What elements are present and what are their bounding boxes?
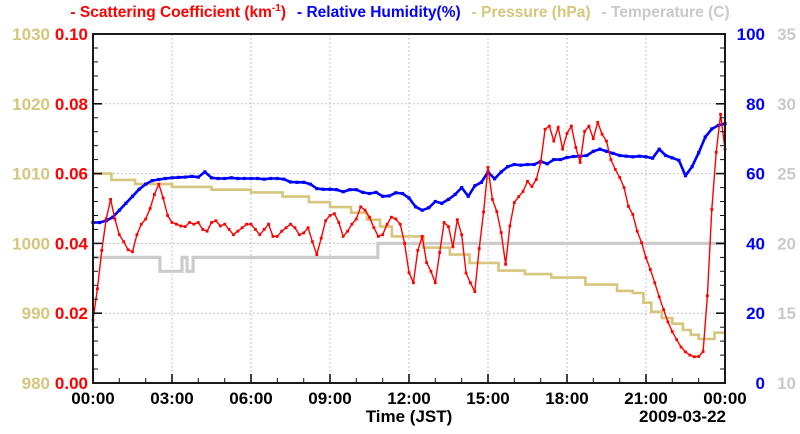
x-tick-label: 09:00 [308, 389, 351, 408]
date-label: 2009-03-22 [639, 407, 726, 426]
scattering-tick-label: 0.10 [55, 25, 88, 44]
chart-legend: - Scattering Coefficient (km-1) - Relati… [0, 2, 800, 22]
legend-item-pressure: - Pressure (hPa) [472, 4, 591, 22]
legend-label-scattering: Scattering Coefficient (km [79, 4, 272, 21]
pressure-tick-label: 1030 [12, 25, 50, 44]
x-tick-label: 18:00 [545, 389, 588, 408]
temperature-tick-label: 30 [777, 95, 796, 114]
humidity-tick-label: 100 [737, 25, 765, 44]
pressure-tick-label: 1020 [12, 95, 50, 114]
series-humidity [91, 122, 727, 225]
humidity-tick-label: 0 [756, 374, 765, 393]
temperature-tick-label: 35 [777, 25, 796, 44]
legend-item-temperature: - Temperature (C) [602, 4, 730, 22]
x-tick-label: 15:00 [466, 389, 509, 408]
x-tick-label: 06:00 [229, 389, 272, 408]
legend-label-pressure: Pressure (hPa) [481, 4, 591, 21]
scattering-tick-label: 0.04 [55, 234, 89, 253]
legend-dash-humidity: - [297, 4, 303, 21]
legend-dash-scattering: - [70, 4, 76, 21]
axis-labels: 10301020101010009909800.100.080.060.040.… [12, 25, 796, 408]
pressure-tick-label: 980 [22, 374, 50, 393]
legend-label-humidity: Relative Humidity(%) [306, 4, 461, 21]
legend-dash-pressure: - [471, 4, 477, 21]
humidity-tick-label: 80 [746, 95, 765, 114]
scattering-tick-label: 0.08 [55, 95, 88, 114]
series-temperature [93, 241, 725, 273]
x-axis-title: Time (JST) [365, 407, 453, 426]
scattering-tick-label: 0.00 [55, 374, 88, 393]
temperature-tick-label: 25 [777, 165, 796, 184]
legend-item-humidity: - Relative Humidity(%) [297, 4, 461, 22]
pressure-tick-label: 990 [22, 304, 50, 323]
humidity-tick-label: 60 [746, 165, 765, 184]
pressure-tick-label: 1010 [12, 165, 50, 184]
legend-label-scattering-close: ) [280, 4, 286, 21]
pressure-tick-label: 1000 [12, 234, 50, 253]
x-tick-label: 12:00 [387, 389, 430, 408]
temperature-tick-label: 10 [777, 374, 796, 393]
temperature-tick-label: 20 [777, 234, 796, 253]
series-pressure [93, 172, 725, 341]
temperature-tick-label: 15 [777, 304, 796, 323]
scattering-tick-label: 0.02 [55, 304, 88, 323]
legend-dash-temperature: - [601, 4, 607, 21]
x-tick-label: 03:00 [150, 389, 193, 408]
legend-label-scattering-sup: -1 [271, 2, 281, 14]
legend-label-temperature: Temperature (C) [611, 4, 730, 21]
x-tick-label: 00:00 [71, 389, 114, 408]
humidity-tick-label: 20 [746, 304, 765, 323]
series-scattering [91, 112, 727, 359]
x-tick-label: 00:00 [703, 389, 746, 408]
x-tick-label: 21:00 [624, 389, 667, 408]
humidity-tick-label: 40 [746, 234, 765, 253]
scattering-tick-label: 0.06 [55, 165, 88, 184]
plot-frame [92, 33, 726, 384]
legend-item-scattering: - Scattering Coefficient (km-1) [70, 2, 286, 22]
